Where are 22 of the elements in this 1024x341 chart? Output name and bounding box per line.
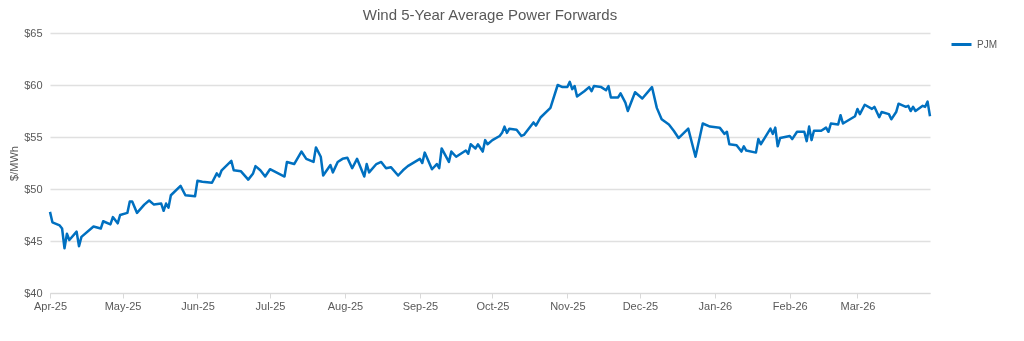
x-tick-label: Dec-25 — [622, 299, 659, 312]
y-tick-label: $45 — [24, 234, 43, 247]
y-tick-label: $55 — [24, 130, 43, 143]
x-tick-label: Jan-26 — [698, 299, 733, 312]
y-tick-label: $50 — [24, 182, 43, 195]
x-tick-label: May-25 — [104, 299, 142, 312]
y-tick-label: $60 — [24, 78, 43, 91]
x-tick-label: Sep-25 — [402, 299, 439, 312]
chart-title: Wind 5-Year Average Power Forwards — [362, 6, 618, 23]
x-tick-label: Oct-25 — [476, 299, 510, 312]
legend-label: PJM — [977, 38, 997, 50]
line-series — [48, 80, 932, 250]
y-axis-title: $/MWh — [8, 146, 21, 181]
x-tick-label: Apr-25 — [33, 299, 68, 312]
x-tick-label: Mar-26 — [840, 299, 876, 312]
x-tick-label: Jul-25 — [255, 299, 286, 312]
y-tick-label: $40 — [24, 286, 43, 299]
x-tick-label: Jun-25 — [181, 299, 215, 312]
x-tick-label: Aug-25 — [327, 299, 364, 312]
x-tick-label: Feb-26 — [772, 299, 808, 312]
y-tick-label: $65 — [24, 26, 43, 39]
x-tick-label: Nov-25 — [550, 299, 586, 312]
